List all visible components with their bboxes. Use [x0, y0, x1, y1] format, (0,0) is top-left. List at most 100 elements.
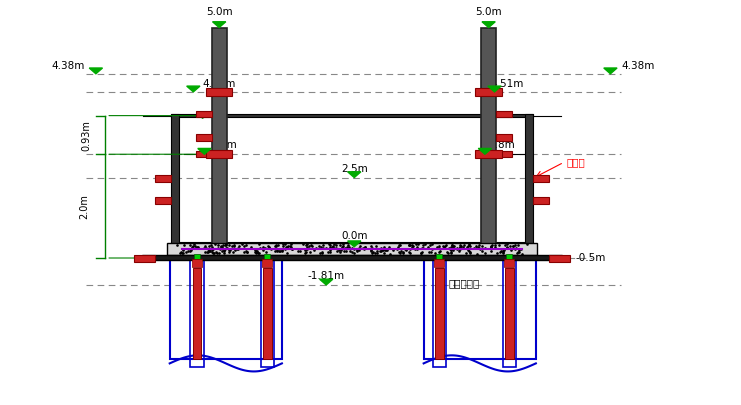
Bar: [436, 254, 442, 259]
Point: [216, 242, 228, 248]
Point: [376, 246, 388, 253]
Bar: [475, 150, 502, 158]
Point: [405, 241, 416, 248]
Point: [392, 243, 404, 250]
Point: [285, 243, 296, 249]
Point: [494, 242, 505, 249]
Point: [316, 249, 328, 256]
Point: [227, 243, 239, 250]
Point: [300, 241, 312, 248]
Point: [406, 242, 418, 249]
Point: [259, 249, 271, 255]
Point: [508, 246, 520, 252]
Point: [507, 242, 519, 249]
Point: [387, 247, 399, 254]
Point: [279, 246, 290, 253]
Point: [228, 242, 240, 249]
Point: [230, 246, 242, 253]
Point: [509, 242, 521, 248]
Point: [207, 245, 219, 252]
Point: [434, 247, 446, 254]
Point: [326, 244, 338, 250]
Point: [379, 250, 391, 256]
Bar: [506, 254, 512, 259]
Point: [308, 246, 320, 253]
Bar: [435, 268, 444, 359]
Point: [270, 243, 282, 249]
Point: [370, 242, 382, 249]
Bar: [196, 134, 212, 141]
Point: [463, 241, 475, 247]
Point: [453, 245, 465, 252]
Point: [263, 243, 275, 250]
Point: [445, 244, 457, 250]
Point: [496, 248, 508, 255]
Bar: [171, 114, 179, 245]
Point: [460, 249, 472, 256]
Point: [510, 244, 522, 251]
Point: [176, 250, 188, 256]
Point: [374, 247, 386, 254]
Point: [223, 242, 235, 249]
Bar: [134, 255, 155, 262]
Bar: [433, 260, 446, 367]
Point: [447, 243, 459, 249]
Point: [427, 245, 439, 252]
Point: [219, 246, 230, 253]
Point: [264, 245, 276, 252]
Point: [445, 242, 457, 248]
Point: [306, 242, 318, 249]
Point: [185, 246, 196, 253]
Point: [207, 247, 219, 254]
Point: [336, 243, 348, 249]
Point: [451, 246, 463, 252]
Point: [241, 248, 253, 255]
Point: [511, 249, 523, 256]
Point: [218, 247, 230, 254]
Point: [282, 250, 293, 257]
Bar: [194, 254, 200, 259]
Point: [342, 242, 354, 249]
Point: [496, 250, 508, 256]
Point: [219, 247, 230, 253]
Point: [501, 245, 513, 251]
Point: [417, 245, 429, 251]
Point: [445, 249, 456, 256]
Point: [265, 246, 277, 252]
Point: [458, 242, 470, 248]
Point: [250, 246, 262, 253]
Point: [494, 249, 505, 256]
Point: [285, 243, 297, 250]
Point: [176, 245, 188, 252]
Point: [442, 250, 454, 257]
Bar: [206, 88, 233, 96]
Text: 加劲箍: 加劲箍: [566, 157, 585, 167]
Point: [346, 249, 358, 255]
Point: [489, 244, 501, 251]
Polygon shape: [482, 22, 495, 28]
Point: [461, 244, 473, 251]
Polygon shape: [213, 22, 226, 28]
Point: [379, 246, 391, 252]
Point: [227, 249, 239, 256]
Point: [320, 244, 332, 251]
Point: [210, 250, 222, 256]
Text: 5.0m: 5.0m: [206, 7, 233, 17]
Bar: [262, 259, 272, 267]
Point: [328, 241, 340, 247]
Point: [504, 243, 516, 249]
Polygon shape: [604, 68, 617, 74]
Point: [328, 245, 340, 251]
Point: [282, 243, 293, 249]
Point: [445, 247, 457, 253]
Point: [327, 243, 339, 250]
Point: [473, 242, 485, 249]
Point: [382, 243, 394, 250]
Point: [375, 248, 387, 254]
Bar: [190, 260, 204, 367]
Point: [438, 244, 450, 251]
Point: [268, 247, 280, 254]
Text: 2.5m: 2.5m: [341, 164, 368, 173]
Point: [471, 243, 482, 249]
Point: [429, 250, 441, 256]
